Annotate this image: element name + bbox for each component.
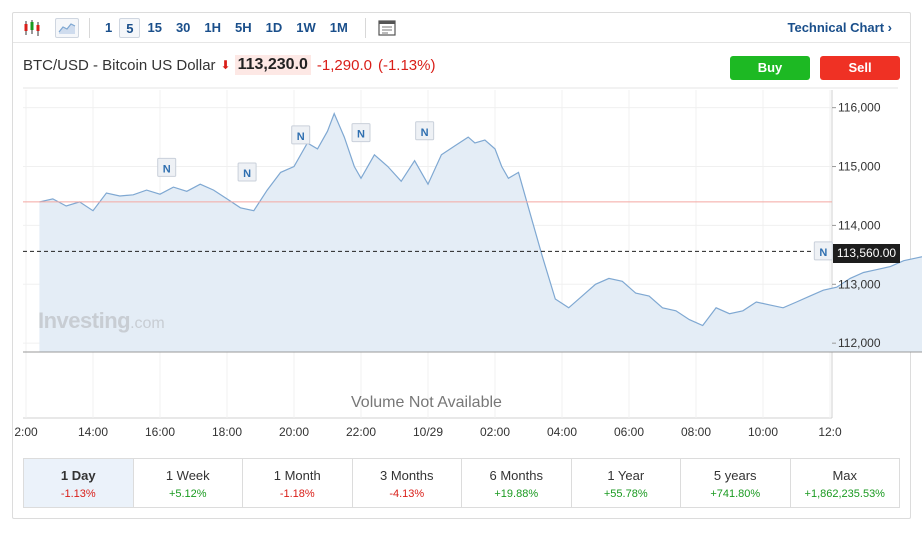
period-tab[interactable]: 3 Months -4.13% [351, 459, 462, 507]
period-tab[interactable]: 5 years +741.80% [680, 459, 790, 507]
news-marker [415, 121, 435, 141]
period-label: 1 Day [60, 468, 96, 483]
period-change: +741.80% [710, 488, 761, 500]
x-tick-label: 06:00 [614, 425, 644, 439]
interval-1[interactable]: 1 [105, 19, 113, 35]
news-marker [157, 157, 177, 177]
news-marker-label: N [357, 129, 365, 141]
calendar-icon[interactable] [376, 17, 398, 39]
technical-chart-link[interactable]: Technical Chart › [787, 20, 892, 35]
x-tick-label: 16:00 [145, 425, 175, 439]
logo-brand: Investing [38, 308, 131, 333]
period-change: +1,862,235.53% [804, 488, 885, 500]
sell-button[interactable]: Sell [820, 56, 900, 80]
y-tick-label: 115,000 [838, 160, 881, 174]
volume-not-available: Volume Not Available [351, 394, 502, 411]
candlestick-chart-icon[interactable] [21, 17, 43, 39]
period-tab[interactable]: 6 Months +19.88% [461, 459, 571, 507]
instrument-header: BTC/USD - Bitcoin US Dollar ⬇ 113,230.0 … [23, 55, 435, 75]
x-tick-label: 18:00 [212, 425, 242, 439]
period-tab[interactable]: Max +1,862,235.53% [789, 459, 900, 507]
investing-logo: Investing.com [38, 308, 165, 334]
interval-30[interactable]: 30 [175, 19, 191, 35]
interval-5[interactable]: 5 [119, 17, 141, 38]
period-tab[interactable]: 1 Month -1.18% [242, 459, 352, 507]
news-marker [813, 241, 833, 261]
news-marker-label: N [297, 131, 305, 143]
x-tick-label: 14:00 [78, 425, 108, 439]
y-tick-label: 112,000 [838, 336, 881, 350]
news-marker [237, 162, 257, 182]
period-tab[interactable]: 1 Week +5.12% [132, 459, 243, 507]
x-tick-label: 10:00 [748, 425, 778, 439]
period-change: -1.13% [60, 488, 96, 500]
interval-1m[interactable]: 1M [329, 19, 348, 35]
news-marker [351, 123, 371, 143]
last-price-label: 113,560.00 [833, 244, 900, 263]
x-tick-label: 12:0 [818, 425, 842, 439]
period-label: 1 Year [607, 468, 645, 483]
x-tick-label: 22:00 [346, 425, 376, 439]
interval-1d[interactable]: 1D [265, 19, 283, 35]
news-marker-label: N [243, 168, 251, 180]
x-tick-label: 20:00 [279, 425, 309, 439]
price-area [39, 113, 922, 352]
interval-15[interactable]: 15 [147, 19, 162, 35]
news-marker-label: N [163, 163, 171, 175]
chart-toolbar: 1 5 15 30 1H 5H 1D 1W 1M Technical Chart › [13, 13, 910, 43]
period-change: -1.18% [279, 488, 315, 500]
period-label: Max [832, 468, 858, 483]
x-tick-label: 04:00 [547, 425, 577, 439]
interval-1w[interactable]: 1W [296, 19, 316, 35]
x-tick-label: 10/29 [413, 425, 443, 439]
period-change: +55.78% [603, 488, 648, 500]
last-price: 113,230.0 [234, 55, 311, 75]
period-change: -4.13% [389, 488, 425, 500]
y-tick-label: 114,000 [838, 218, 881, 232]
period-label: 1 Week [165, 468, 210, 483]
period-label: 3 Months [380, 468, 434, 483]
y-tick-label: 113,000 [838, 277, 881, 291]
buy-button[interactable]: Buy [730, 56, 810, 80]
x-tick-label: 08:00 [681, 425, 711, 439]
period-change: +5.12% [168, 488, 207, 500]
logo-suffix: .com [130, 315, 165, 332]
period-tab[interactable]: 1 Day -1.13% [24, 459, 133, 507]
news-marker [291, 125, 311, 145]
area-chart-icon[interactable] [55, 17, 79, 38]
period-selector: 1 Day -1.13% 1 Week +5.12% 1 Month -1.18% 3 Mo… [23, 458, 900, 508]
instrument-name: BTC/USD - Bitcoin US Dollar [23, 56, 216, 74]
price-change-percent: (-1.13%) [377, 56, 436, 74]
period-label: 5 years [713, 468, 757, 483]
period-label: 1 Month [273, 468, 321, 483]
x-tick-label: 2:00 [14, 425, 38, 439]
period-tab[interactable]: 1 Year +55.78% [570, 459, 681, 507]
interval-5h[interactable]: 5H [235, 19, 252, 35]
toolbar-divider [89, 17, 90, 38]
period-label: 6 Months [489, 468, 543, 483]
toolbar-divider [364, 17, 366, 38]
news-marker-label: N [421, 127, 429, 139]
x-tick-label: 02:00 [480, 425, 510, 439]
news-marker-label: N [819, 247, 827, 259]
y-tick-label: 116,000 [838, 101, 881, 115]
interval-1h[interactable]: 1H [204, 19, 222, 35]
price-line [39, 112, 922, 327]
period-change: +19.88% [494, 488, 539, 500]
arrow-down-icon: ⬇ [220, 58, 231, 72]
interval-selector: 1 5 15 30 1H 5H 1D 1W 1M [98, 17, 355, 38]
price-change: -1,290.0 [316, 56, 372, 74]
price-chart[interactable]: 116,000 115,000 114,000 113,000 112,000 2:00 1… [0, 0, 922, 450]
